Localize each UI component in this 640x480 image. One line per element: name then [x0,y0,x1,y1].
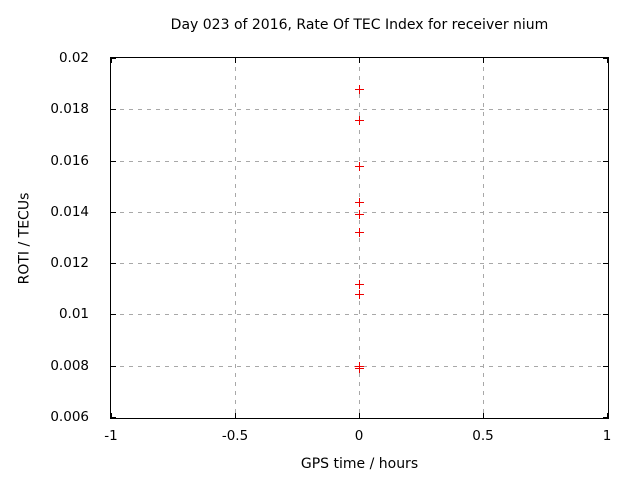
x-tick-mark [111,58,112,63]
x-tick-mark [483,413,484,418]
x-tick-mark [607,58,608,63]
x-tick-mark [607,413,608,418]
data-point-marker [355,161,364,171]
x-tick-mark [111,413,112,418]
gridline-horizontal [111,314,608,316]
y-tick-label: 0.012 [50,255,89,272]
data-point-marker [355,197,364,207]
x-tick-mark [483,58,484,63]
x-tick-label: 1 [602,428,612,444]
y-tick-mark [603,365,608,367]
gridline-vertical [483,58,484,418]
y-tick-mark [111,417,116,418]
gridline-vertical [235,58,236,418]
marker-vertical-bar [359,279,360,289]
y-tick-mark [603,109,608,111]
x-tick-mark [235,413,236,418]
x-tick-mark [359,413,360,418]
y-tick-label: 0.016 [50,152,89,169]
marker-vertical-bar [359,289,360,299]
data-point-marker [355,364,364,374]
y-tick-label: 0.014 [50,203,89,220]
marker-vertical-bar [359,210,360,220]
x-tick-mark [235,58,236,63]
data-point-marker [355,210,364,220]
y-tick-mark [111,160,116,162]
x-tick-label: 0 [354,428,364,444]
gridline-horizontal [111,263,608,265]
y-tick-label: 0.006 [50,409,89,425]
y-tick-mark [111,263,116,265]
data-point-marker [355,289,364,299]
y-tick-mark [111,58,116,59]
y-tick-mark [111,365,116,367]
y-tick-mark [111,211,116,213]
y-tick-label: 0.008 [50,357,89,374]
chart-title: Day 023 of 2016, Rate Of TEC Index for r… [170,17,549,33]
y-tick-mark [603,58,608,59]
marker-vertical-bar [359,197,360,207]
data-point-marker [355,228,364,238]
marker-vertical-bar [359,84,360,94]
data-point-marker [355,84,364,94]
y-tick-mark [603,263,608,265]
gridline-vertical [359,58,360,418]
x-tick-label: -0.5 [221,428,249,444]
y-tick-label: 0.018 [50,101,89,118]
y-tick-mark [603,160,608,162]
y-tick-mark [111,314,116,316]
x-tick-label: 0.5 [472,428,494,444]
y-tick-mark [603,417,608,418]
y-tick-mark [603,211,608,213]
data-point-marker [355,115,364,125]
y-tick-mark [603,314,608,316]
y-tick-label: 0.01 [58,306,89,323]
x-tick-label: -1 [104,428,118,444]
marker-vertical-bar [359,115,360,125]
data-point-marker [355,279,364,289]
gridline-horizontal [111,160,608,162]
marker-vertical-bar [359,228,360,238]
x-axis-label: GPS time / hours [300,456,419,472]
y-tick-label: 0.02 [58,50,89,66]
marker-vertical-bar [359,161,360,171]
gridline-horizontal [111,109,608,111]
y-tick-mark [111,109,116,111]
x-tick-mark [359,58,360,63]
marker-vertical-bar [359,364,360,374]
